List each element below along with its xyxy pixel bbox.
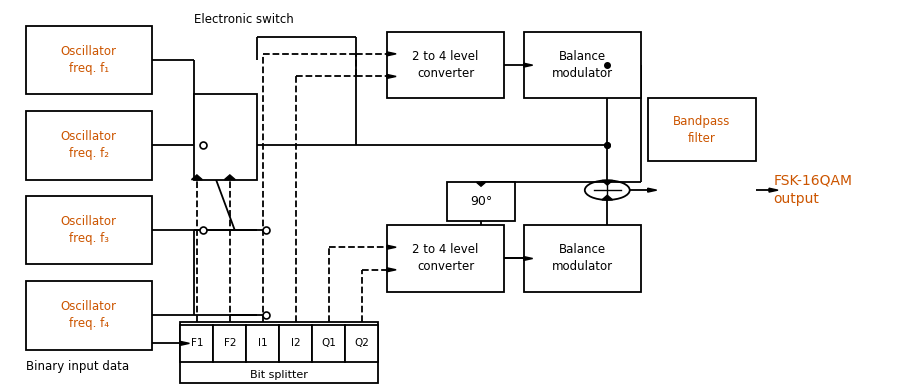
Bar	[312, 325, 346, 361]
Bar	[194, 94, 256, 180]
Bar	[279, 325, 312, 361]
Text: FSK-16QAM
output: FSK-16QAM output	[773, 174, 852, 206]
Text: Oscillator
freq. f₄: Oscillator freq. f₄	[61, 300, 117, 330]
Bar	[524, 32, 641, 98]
Bar	[180, 322, 378, 383]
Text: Oscillator
freq. f₃: Oscillator freq. f₃	[61, 215, 117, 245]
Text: 2 to 4 level
converter: 2 to 4 level converter	[412, 243, 479, 274]
Polygon shape	[476, 182, 485, 186]
Polygon shape	[769, 188, 778, 192]
Text: I1: I1	[258, 338, 267, 348]
Polygon shape	[602, 195, 613, 200]
Text: Bandpass
filter: Bandpass filter	[673, 114, 730, 145]
Polygon shape	[524, 63, 533, 67]
Polygon shape	[387, 52, 396, 56]
Text: F2: F2	[223, 338, 236, 348]
Bar	[180, 325, 213, 361]
Text: 90°: 90°	[470, 195, 492, 209]
Text: F1: F1	[191, 338, 203, 348]
Text: I2: I2	[291, 338, 301, 348]
Polygon shape	[524, 256, 533, 260]
Text: Balance
modulator: Balance modulator	[552, 50, 613, 80]
Bar	[26, 26, 152, 94]
Text: Q2: Q2	[355, 338, 369, 348]
Text: Oscillator
freq. f₁: Oscillator freq. f₁	[61, 45, 117, 75]
Bar	[247, 325, 279, 361]
Polygon shape	[387, 245, 396, 249]
Bar	[346, 325, 378, 361]
Polygon shape	[180, 341, 189, 345]
Bar	[26, 281, 152, 350]
Polygon shape	[648, 188, 657, 192]
Bar	[447, 182, 515, 221]
Text: Bit splitter: Bit splitter	[250, 370, 308, 380]
Bar	[26, 111, 152, 180]
Bar	[387, 32, 504, 98]
Bar	[648, 98, 755, 161]
Text: Q1: Q1	[321, 338, 336, 348]
Text: 2 to 4 level
converter: 2 to 4 level converter	[412, 50, 479, 80]
Text: Electronic switch: Electronic switch	[194, 13, 293, 25]
Text: Balance
modulator: Balance modulator	[552, 243, 613, 274]
Bar	[213, 325, 247, 361]
Bar	[387, 225, 504, 292]
Polygon shape	[602, 180, 613, 185]
Polygon shape	[387, 74, 396, 78]
Bar	[26, 196, 152, 264]
Text: Oscillator
freq. f₂: Oscillator freq. f₂	[61, 131, 117, 160]
Polygon shape	[224, 175, 235, 180]
Polygon shape	[387, 268, 396, 272]
Text: Binary input data: Binary input data	[26, 360, 129, 373]
Bar	[524, 225, 641, 292]
Polygon shape	[192, 175, 202, 180]
